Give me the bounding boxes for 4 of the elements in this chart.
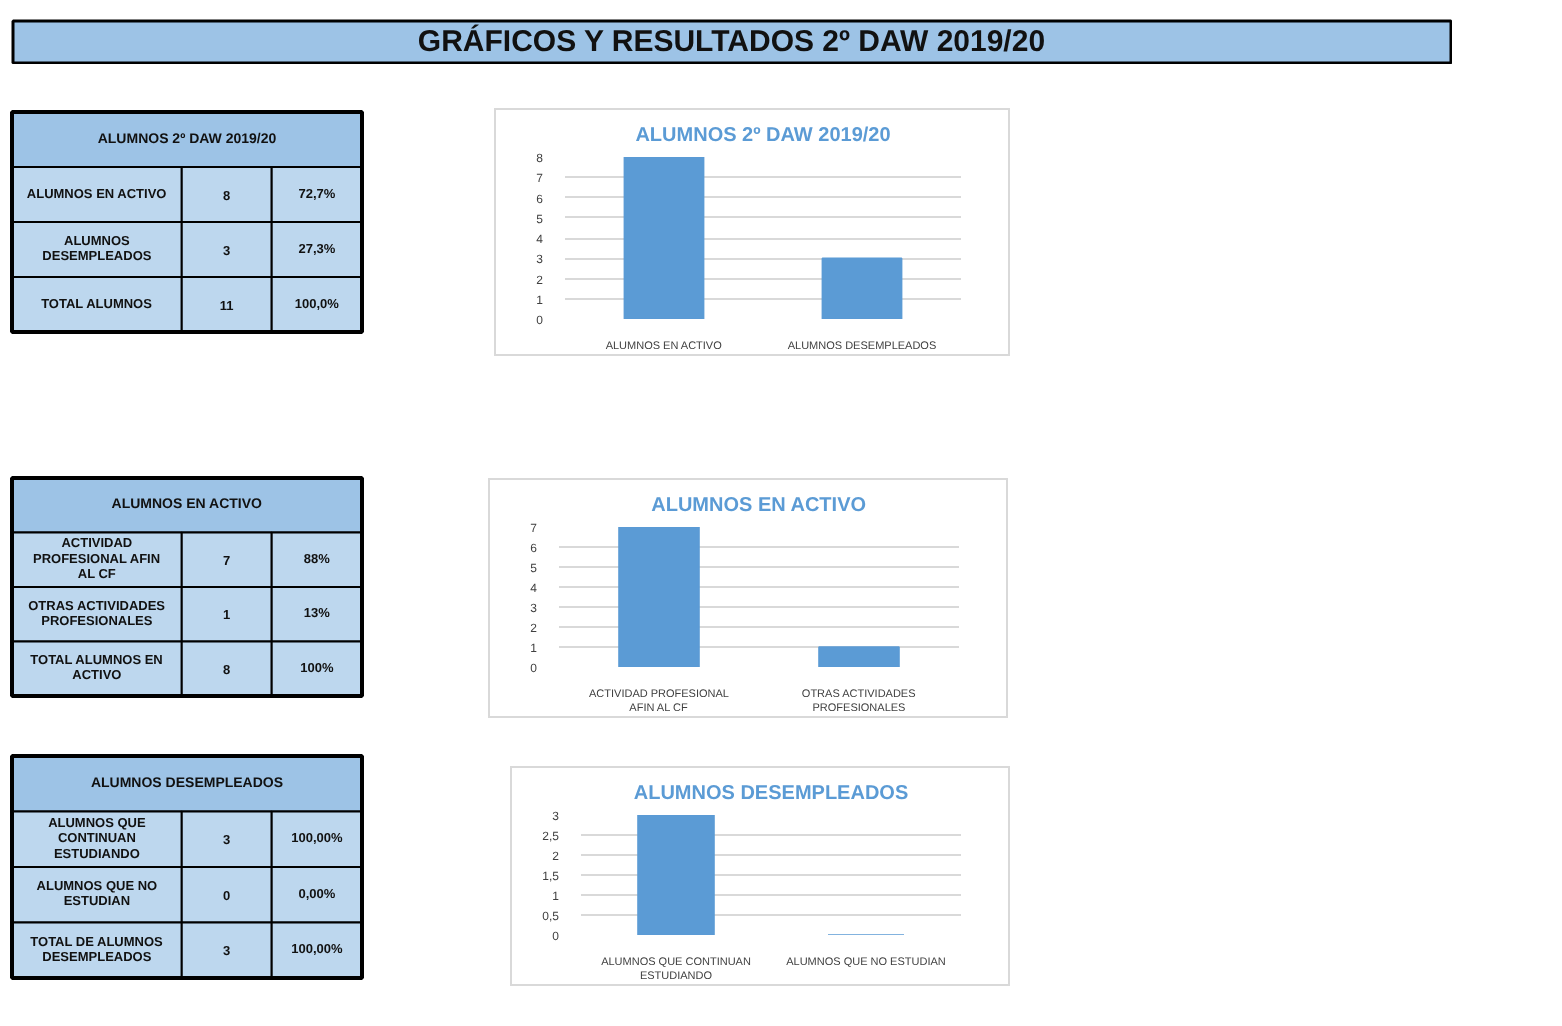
chart-title: ALUMNOS DESEMPLEADOS (633, 783, 909, 805)
text: GRÁFICOS Y RESULTADOS 2º DAW 2019/20 (417, 23, 1046, 59)
chart-title: ALUMNOS 2º DAW 2019/20 (635, 125, 892, 147)
chart-title: ALUMNOS EN ACTIVO (651, 495, 867, 517)
